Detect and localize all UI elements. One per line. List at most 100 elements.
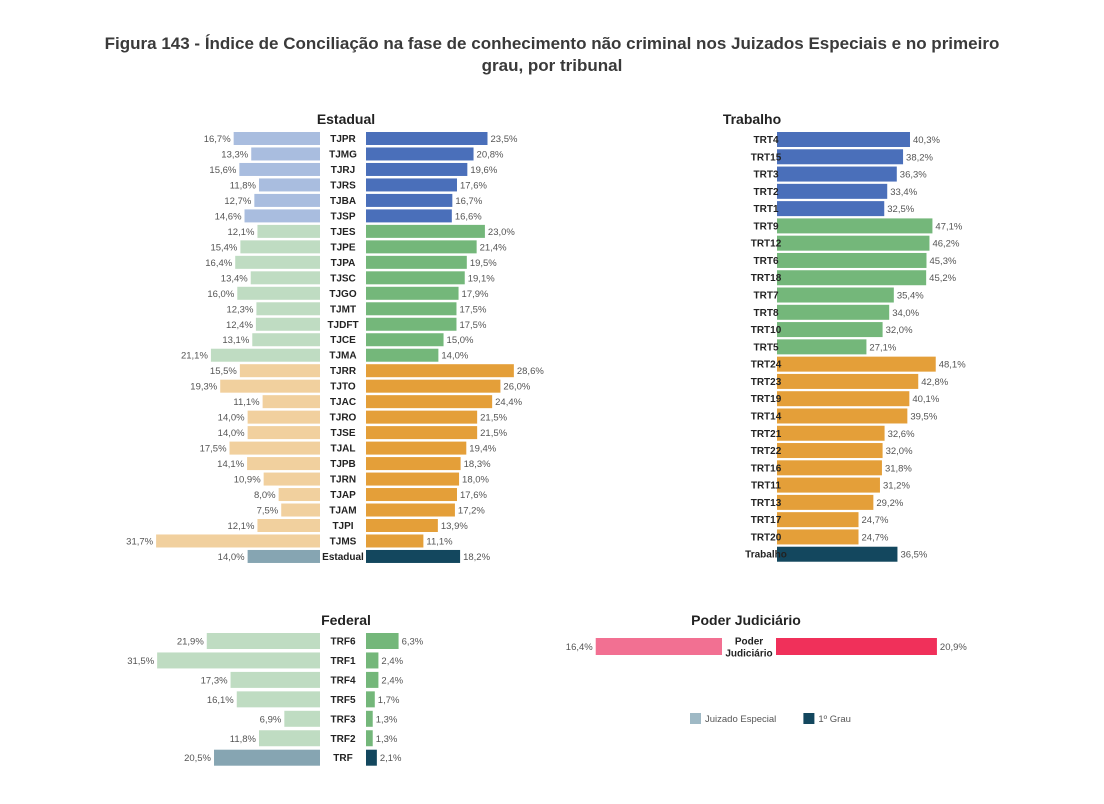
value-1grau-trt5: 27,1% [869, 342, 896, 353]
value-1grau-tjrr: 28,6% [517, 366, 544, 377]
category-label-tjmg: TJMG [329, 149, 357, 160]
value-1grau-tjap: 17,6% [460, 490, 487, 501]
category-label-trf1: TRF1 [331, 656, 356, 667]
bar-je-tjal [229, 441, 320, 455]
bar-je-tjms [156, 534, 320, 548]
value-je-trf: 20,5% [184, 753, 211, 764]
bar-1grau-tjrj [366, 162, 468, 176]
value-1grau-poder-judiciário: 20,9% [940, 642, 967, 653]
category-label-trf3: TRF3 [331, 714, 356, 725]
value-1grau-tjpi: 13,9% [441, 521, 468, 532]
value-je-tjrs: 11,8% [230, 180, 257, 191]
value-1grau-trf4: 2,4% [381, 675, 403, 686]
bar-je-tjce [252, 333, 320, 347]
value-je-tjto: 19,3% [190, 382, 217, 393]
category-label-trt1: TRT1 [754, 204, 779, 215]
category-label-estadual: Estadual [322, 552, 364, 563]
bar-je-tjma [210, 348, 320, 362]
bar-1grau-tjma [366, 348, 439, 362]
value-1grau-tjpa: 19,5% [470, 258, 497, 269]
bar-je-tjpb [247, 457, 320, 471]
value-je-tjrr: 15,5% [210, 366, 237, 377]
legend-label-0: Juizado Especial [705, 714, 776, 725]
value-1grau-tjpb: 18,3% [464, 459, 491, 470]
bar-1grau-tjgo [366, 286, 459, 300]
bar-je-tjrn [263, 472, 320, 486]
bar-1grau-trt17 [777, 512, 859, 528]
bar-1grau-tjpa [366, 255, 467, 269]
value-1grau-trt3: 36,3% [900, 170, 927, 181]
category-label-trt22: TRT22 [751, 446, 782, 457]
value-1grau-trf: 2,1% [380, 753, 402, 764]
bar-je-tjba [254, 193, 320, 207]
category-label-tjse: TJSE [330, 428, 355, 439]
value-je-trf6: 21,9% [177, 637, 204, 648]
value-1grau-tjmt: 17,5% [459, 304, 486, 315]
category-label-tjpr: TJPR [330, 134, 356, 145]
value-1grau-trt15: 38,2% [906, 152, 933, 163]
bar-1grau-trf4 [366, 671, 379, 688]
category-label-trt6: TRT6 [754, 256, 779, 267]
bar-1grau-trt12 [777, 235, 930, 251]
bar-1grau-trt5 [777, 339, 867, 355]
value-1grau-trf2: 1,3% [376, 734, 398, 745]
legend-swatch-1 [803, 713, 815, 724]
bar-je-tjgo [237, 286, 320, 300]
bar-1grau-tjac [366, 395, 493, 409]
category-label-trt24: TRT24 [751, 360, 782, 371]
value-je-tjse: 14,0% [218, 428, 245, 439]
bar-1grau-trt15 [777, 149, 904, 165]
bar-1grau-trt11 [777, 477, 880, 493]
value-je-tjes: 12,1% [228, 227, 255, 238]
value-1grau-trabalho: 36,5% [900, 550, 927, 561]
value-je-tjpb: 14,1% [217, 459, 244, 470]
value-je-tjpa: 16,4% [205, 258, 232, 269]
bar-1grau-trt1 [777, 201, 885, 217]
value-1grau-trf5: 1,7% [378, 695, 400, 706]
value-1grau-trt10: 32,0% [886, 325, 913, 336]
bar-je-tjsp [244, 209, 320, 223]
category-label-trt23: TRT23 [751, 377, 782, 388]
bar-je-tjrs [258, 178, 320, 192]
category-label-trabalho: Trabalho [745, 550, 787, 561]
category-label-tjac: TJAC [330, 397, 356, 408]
value-1grau-trt7: 35,4% [897, 291, 924, 302]
value-1grau-trt13: 29,2% [876, 498, 903, 509]
category-label-poder-judiciário-1: Judiciário [725, 649, 772, 660]
bar-1grau-trt23 [777, 373, 919, 389]
category-label-trt21: TRT21 [751, 429, 782, 440]
bar-1grau-trabalho [777, 546, 898, 562]
value-je-tjpe: 15,4% [210, 242, 237, 253]
value-1grau-tjpe: 21,4% [480, 242, 507, 253]
bar-je-trf2 [258, 730, 320, 747]
value-je-tjro: 14,0% [218, 413, 245, 424]
value-1grau-tjrn: 18,0% [462, 475, 489, 486]
value-1grau-tjac: 24,4% [495, 397, 522, 408]
bar-1grau-tjap [366, 488, 457, 502]
bar-1grau-trf5 [366, 691, 375, 708]
value-je-tjpr: 16,7% [204, 134, 231, 145]
value-1grau-tjes: 23,0% [488, 227, 515, 238]
bar-1grau-tjce [366, 333, 444, 347]
category-label-trf5: TRF5 [331, 695, 356, 706]
value-1grau-trt12: 46,2% [932, 239, 959, 250]
bar-je-tjsc [250, 271, 320, 285]
category-label-tjes: TJES [330, 227, 355, 238]
value-1grau-trt24: 48,1% [939, 360, 966, 371]
value-1grau-trt8: 34,0% [892, 308, 919, 319]
category-label-tjrs: TJRS [330, 180, 356, 191]
value-1grau-tjto: 26,0% [503, 382, 530, 393]
bar-je-tjto [220, 379, 320, 393]
value-je-tjam: 7,5% [257, 506, 279, 517]
value-1grau-trt23: 42,8% [921, 377, 948, 388]
bar-1grau-trt6 [777, 252, 927, 268]
value-1grau-trt9: 47,1% [935, 221, 962, 232]
value-je-tjce: 13,1% [222, 335, 249, 346]
category-label-tjpa: TJPA [331, 258, 356, 269]
value-je-trf2: 11,8% [230, 734, 257, 745]
value-je-tjms: 31,7% [126, 536, 153, 547]
category-label-tjrr: TJRR [330, 366, 357, 377]
category-label-trt5: TRT5 [754, 342, 779, 353]
category-label-trt3: TRT3 [754, 170, 779, 181]
value-1grau-trt19: 40,1% [912, 394, 939, 405]
